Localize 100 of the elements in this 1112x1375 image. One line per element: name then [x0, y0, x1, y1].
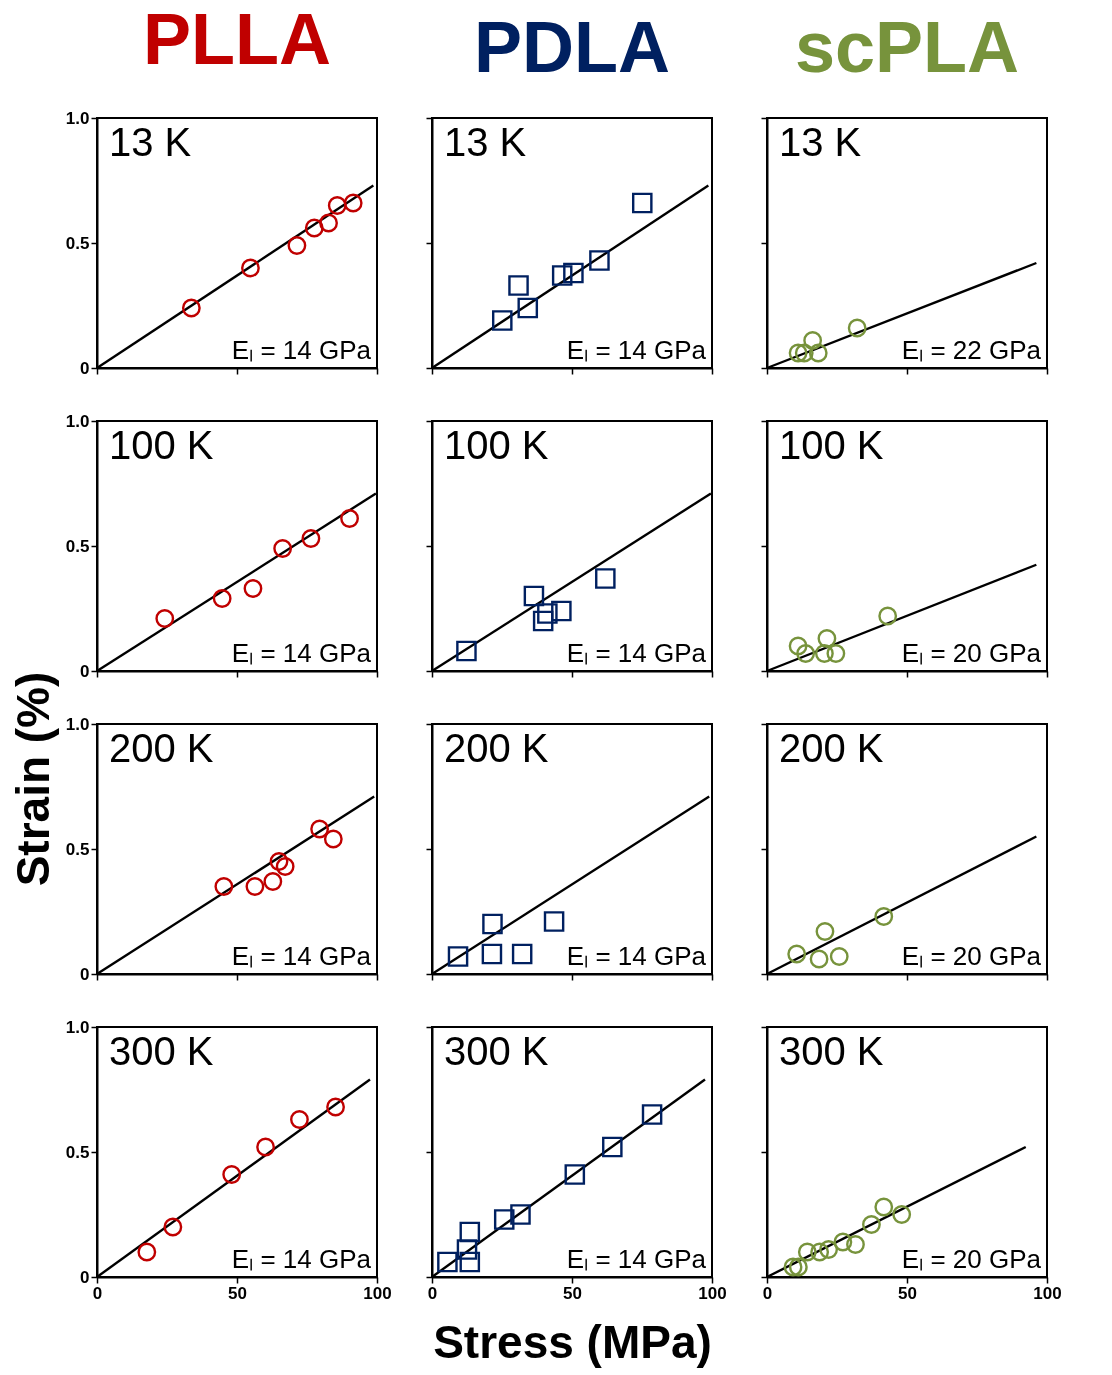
- chart-title: PLLA: [143, 0, 331, 79]
- point: [301, 529, 321, 548]
- annotation: Eₗ = 20 GPa: [901, 1244, 1042, 1274]
- point: [788, 1257, 808, 1277]
- point: [269, 852, 289, 871]
- annotation: Eₗ = 14 GPa: [231, 941, 372, 971]
- annotation: Eₗ = 14 GPa: [566, 335, 707, 365]
- point: [797, 1242, 817, 1262]
- x-tick-label: 0: [427, 1283, 438, 1303]
- point: [817, 629, 837, 648]
- point: [632, 192, 653, 214]
- point: [243, 579, 263, 598]
- y-tick-label: 0: [80, 964, 90, 984]
- point: [287, 236, 307, 255]
- annotation: 200 K: [444, 726, 549, 770]
- y-tick-label: 1.0: [65, 714, 90, 734]
- point: [343, 193, 363, 213]
- x-tick-label: 50: [563, 1283, 582, 1303]
- point: [508, 275, 529, 296]
- y-tick-label: 0: [80, 358, 90, 378]
- x-tick-label: 100: [363, 1283, 392, 1303]
- y-tick-label: 0: [80, 661, 90, 681]
- point: [815, 922, 835, 941]
- annotation: 100 K: [779, 423, 884, 467]
- chart-title: scPLA: [794, 7, 1020, 88]
- point: [846, 1235, 865, 1254]
- point: [543, 911, 565, 932]
- point: [602, 1136, 623, 1158]
- point: [275, 857, 295, 876]
- point: [137, 1242, 157, 1262]
- annotation: Eₗ = 14 GPa: [231, 638, 372, 668]
- point: [589, 250, 610, 271]
- x-tick-label: 100: [1033, 1283, 1062, 1303]
- chart-title: PDLA: [474, 7, 670, 88]
- x-tick-label: 100: [698, 1283, 727, 1303]
- point: [510, 1204, 531, 1225]
- point: [340, 509, 359, 528]
- point: [810, 1242, 830, 1262]
- point: [290, 1110, 309, 1129]
- point: [641, 1104, 663, 1125]
- point: [256, 1137, 275, 1157]
- annotation: 13 K: [109, 120, 192, 164]
- point: [783, 1257, 803, 1277]
- point: [323, 829, 343, 849]
- y-tick-label: 0: [80, 1267, 90, 1287]
- y-tick-label: 0.5: [65, 839, 90, 859]
- point: [517, 297, 539, 319]
- point: [563, 262, 584, 284]
- point: [273, 539, 293, 558]
- annotation: 200 K: [779, 726, 884, 770]
- point: [819, 1240, 839, 1259]
- y-tick-label: 0.5: [65, 1142, 90, 1162]
- point: [787, 944, 807, 964]
- point: [327, 196, 347, 215]
- point: [482, 913, 503, 935]
- annotation: Eₗ = 20 GPa: [901, 638, 1042, 668]
- annotation: 300 K: [779, 1029, 884, 1073]
- point: [492, 310, 513, 331]
- point: [447, 946, 469, 967]
- point: [892, 1205, 912, 1224]
- point: [532, 610, 554, 632]
- annotation: Eₗ = 20 GPa: [901, 941, 1042, 971]
- point: [874, 907, 894, 926]
- point: [788, 636, 808, 656]
- annotation: 13 K: [779, 120, 862, 164]
- point: [796, 644, 816, 663]
- point: [493, 1209, 515, 1230]
- point: [874, 1197, 894, 1217]
- x-tick-label: 50: [228, 1283, 247, 1303]
- annotation: Eₗ = 22 GPa: [901, 335, 1042, 365]
- point: [214, 877, 234, 896]
- point: [511, 943, 533, 965]
- point: [826, 644, 846, 663]
- point: [551, 265, 573, 286]
- point: [212, 589, 232, 608]
- x-tick-label: 50: [898, 1283, 917, 1303]
- point: [319, 213, 338, 233]
- y-tick-label: 0.5: [65, 536, 90, 556]
- point: [459, 1251, 481, 1273]
- point: [459, 1221, 481, 1243]
- point: [595, 568, 616, 589]
- annotation: 100 K: [109, 423, 214, 467]
- point: [163, 1217, 183, 1237]
- point: [263, 872, 283, 891]
- y-tick-label: 1.0: [65, 108, 90, 128]
- point: [809, 949, 829, 969]
- annotation: 300 K: [444, 1029, 549, 1073]
- point: [245, 877, 265, 896]
- point: [456, 1239, 478, 1260]
- x-axis-title: Stress (MPa): [433, 1315, 712, 1368]
- point: [833, 1232, 853, 1252]
- point: [814, 644, 834, 663]
- y-tick-label: 1.0: [65, 411, 90, 431]
- point: [222, 1165, 242, 1184]
- point: [326, 1097, 345, 1117]
- point: [537, 603, 558, 624]
- point: [310, 819, 330, 839]
- y-tick-label: 1.0: [65, 1017, 90, 1037]
- point: [862, 1215, 881, 1234]
- y-axis-title: Strain (%): [7, 671, 59, 887]
